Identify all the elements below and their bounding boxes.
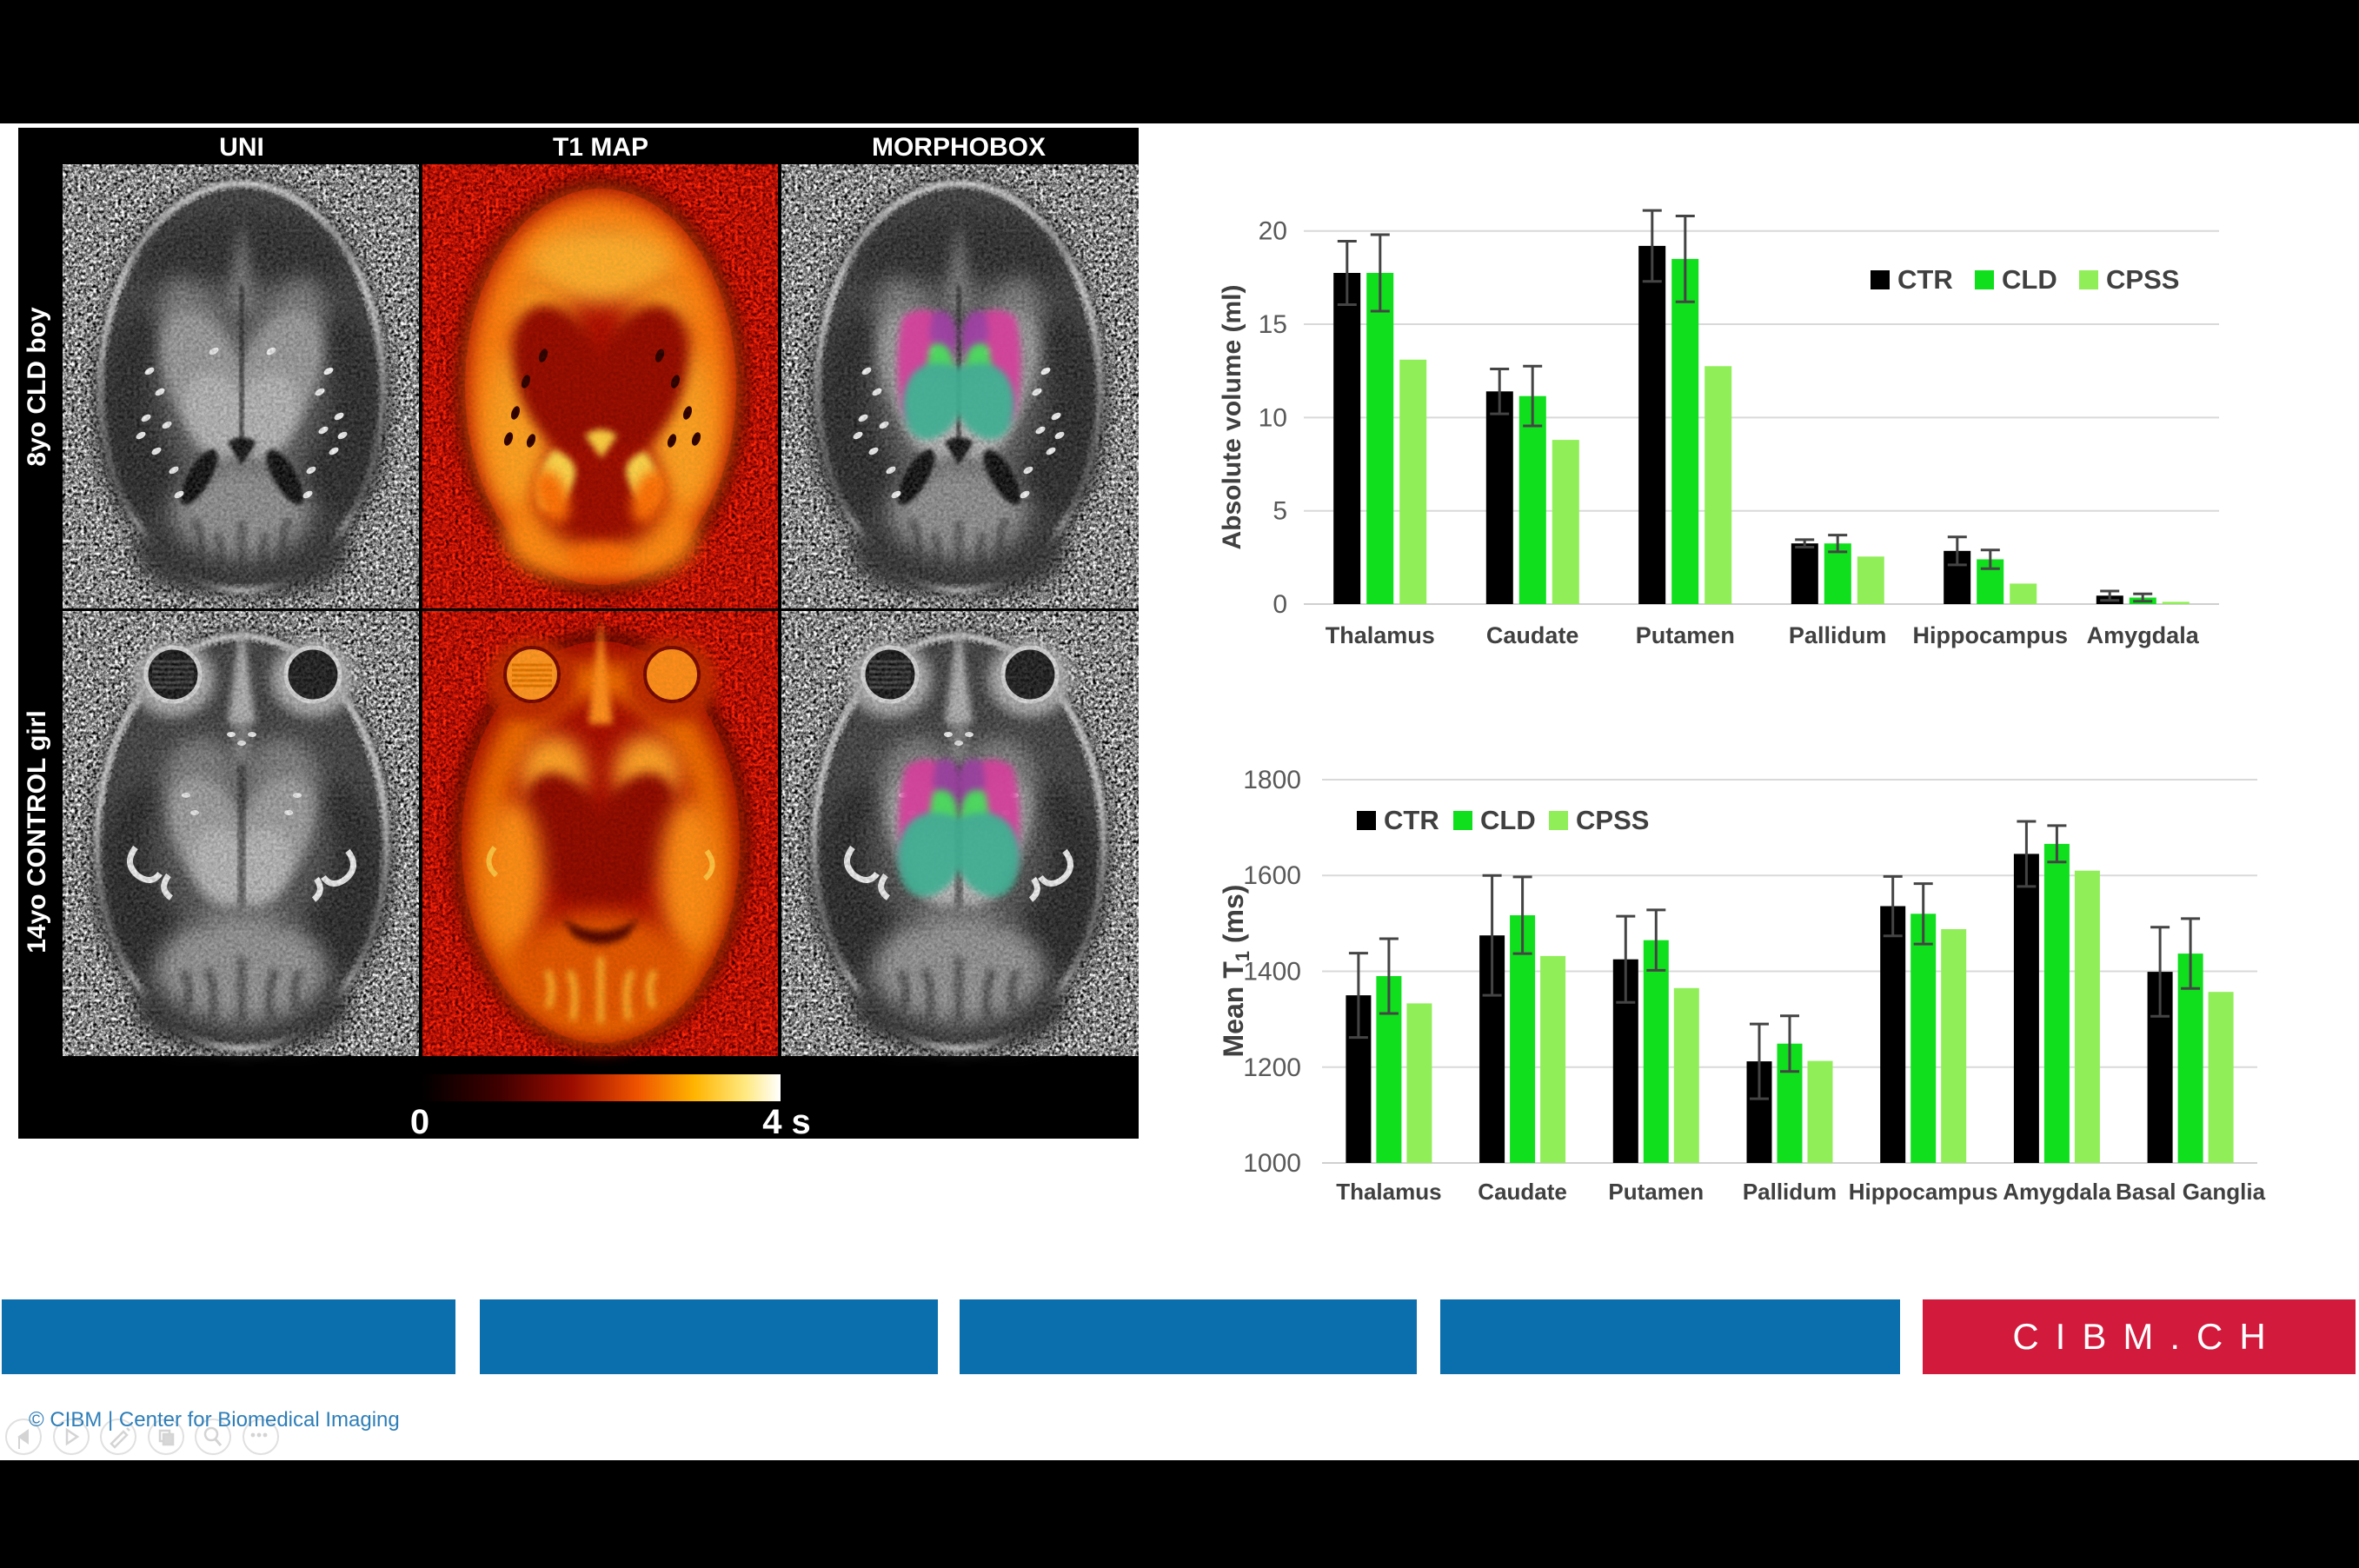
svg-text:1600: 1600 xyxy=(1243,861,1301,890)
svg-text:Putamen: Putamen xyxy=(1608,1179,1704,1205)
svg-text:1400: 1400 xyxy=(1243,958,1301,987)
svg-text:Pallidum: Pallidum xyxy=(1789,622,1887,648)
svg-text:1200: 1200 xyxy=(1243,1053,1301,1082)
svg-text:1800: 1800 xyxy=(1243,766,1301,794)
svg-text:CPSS: CPSS xyxy=(2106,264,2179,295)
svg-text:CLD: CLD xyxy=(2002,264,2057,295)
svg-text:5: 5 xyxy=(1273,497,1287,526)
svg-text:MORPHOBOX: MORPHOBOX xyxy=(872,133,1046,162)
svg-text:10: 10 xyxy=(1259,403,1287,432)
svg-text:20: 20 xyxy=(1259,217,1287,246)
svg-text:CLD: CLD xyxy=(1480,805,1536,835)
svg-text:Thalamus: Thalamus xyxy=(1326,622,1435,648)
svg-text:Putamen: Putamen xyxy=(1636,622,1735,648)
svg-text:T1 MAP: T1 MAP xyxy=(553,133,648,162)
svg-text:15: 15 xyxy=(1259,310,1287,339)
svg-text:Amygdala: Amygdala xyxy=(2087,622,2200,648)
svg-text:8yo CLD boy: 8yo CLD boy xyxy=(23,307,51,467)
svg-text:14yo CONTROL girl: 14yo CONTROL girl xyxy=(23,710,51,953)
svg-text:CTR: CTR xyxy=(1897,264,1953,295)
svg-text:Absolute volume (ml): Absolute volume (ml) xyxy=(1218,284,1246,549)
svg-text:0: 0 xyxy=(1273,590,1287,619)
svg-text:Amygdala: Amygdala xyxy=(2003,1179,2111,1205)
svg-text:Caudate: Caudate xyxy=(1486,622,1579,648)
svg-text:Pallidum: Pallidum xyxy=(1743,1179,1837,1205)
svg-text:CTR: CTR xyxy=(1384,805,1439,835)
svg-text:UNI: UNI xyxy=(219,133,264,162)
svg-text:Hippocampus: Hippocampus xyxy=(1913,622,2069,648)
svg-text:Thalamus: Thalamus xyxy=(1336,1179,1441,1205)
svg-text:Hippocampus: Hippocampus xyxy=(1849,1179,1998,1205)
svg-text:Mean T1 (ms): Mean T1 (ms) xyxy=(1218,885,1253,1058)
svg-text:4 s: 4 s xyxy=(762,1103,811,1139)
svg-text:1000: 1000 xyxy=(1243,1149,1301,1178)
svg-text:CPSS: CPSS xyxy=(1576,805,1649,835)
svg-text:Basal Ganglia: Basal Ganglia xyxy=(2116,1179,2265,1205)
svg-text:0: 0 xyxy=(410,1103,429,1139)
svg-text:Caudate: Caudate xyxy=(1478,1179,1567,1205)
